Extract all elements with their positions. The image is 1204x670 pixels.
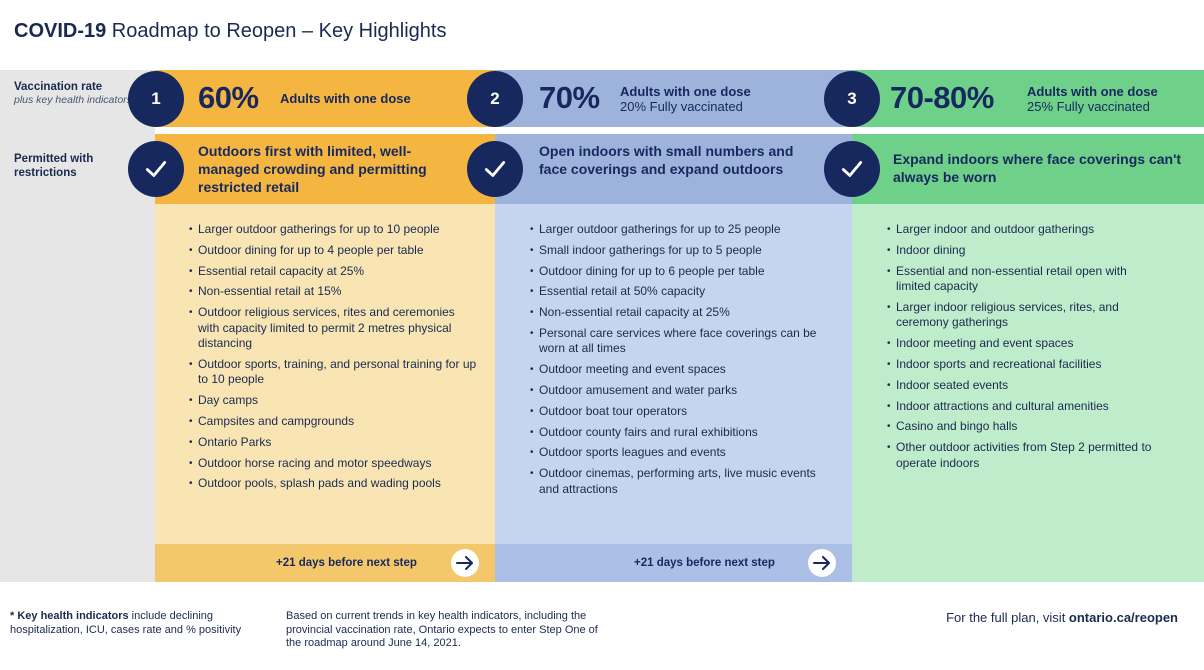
page-title: COVID-19 Roadmap to Reopen – Key Highlig… bbox=[14, 20, 446, 43]
step2-heading: Open indoors with small numbers and face… bbox=[539, 143, 794, 177]
step3-activity-list: Larger indoor and outdoor gatherings Ind… bbox=[887, 222, 1157, 476]
step2-dose: Adults with one dose 20% Fully vaccinate… bbox=[620, 84, 751, 114]
list-item: Outdoor county fairs and rural exhibitio… bbox=[530, 425, 820, 441]
list-item: Day camps bbox=[189, 393, 479, 409]
list-item: Outdoor dining for up to 6 people per ta… bbox=[530, 264, 820, 280]
step3-dose: Adults with one dose 25% Fully vaccinate… bbox=[1027, 84, 1158, 114]
step3-dose-line1: Adults with one dose bbox=[1027, 84, 1158, 99]
step3-heading-band bbox=[852, 134, 1204, 204]
step3-heading: Expand indoors where face coverings can'… bbox=[893, 151, 1182, 185]
step3-number-circle: 3 bbox=[824, 71, 880, 127]
vaccination-rate-label: Vaccination rate plus key health indicat… bbox=[14, 80, 144, 107]
footer-plan-prefix: For the full plan, visit bbox=[946, 610, 1069, 625]
list-item: Casino and bingo halls bbox=[887, 419, 1157, 435]
list-item: Outdoor sports leagues and events bbox=[530, 445, 820, 461]
list-item: Indoor seated events bbox=[887, 378, 1157, 394]
step2-percent: 70% bbox=[539, 80, 600, 115]
step1-heading-band bbox=[155, 134, 495, 204]
step2-dose-line2: 20% Fully vaccinated bbox=[620, 99, 743, 114]
step2-vaccination-band bbox=[495, 70, 852, 127]
list-item: Larger outdoor gatherings for up to 10 p… bbox=[189, 222, 479, 238]
step2-number-circle: 2 bbox=[467, 71, 523, 127]
step1-next-label: +21 days before next step bbox=[276, 557, 417, 569]
row-label-column bbox=[0, 70, 155, 582]
step2-heading-band bbox=[495, 134, 852, 204]
list-item: Non-essential retail capacity at 25% bbox=[530, 305, 820, 321]
permitted-label: Permitted with restrictions bbox=[14, 153, 94, 179]
step1-dose-line1: Adults with one dose bbox=[280, 91, 411, 106]
list-item: Personal care services where face coveri… bbox=[530, 326, 820, 357]
list-item: Outdoor religious services, rites and ce… bbox=[189, 305, 479, 352]
list-item: Campsites and campgrounds bbox=[189, 414, 479, 430]
step3-vaccination-band bbox=[852, 70, 1204, 127]
step1-check-icon bbox=[128, 141, 184, 197]
step1-activity-list: Larger outdoor gatherings for up to 10 p… bbox=[189, 222, 479, 497]
list-item: Essential and non-essential retail open … bbox=[887, 264, 1157, 295]
title-bold: COVID-19 bbox=[14, 20, 107, 42]
step1-arrow-right-icon[interactable] bbox=[451, 549, 479, 577]
step1-percent: 60% bbox=[198, 80, 259, 115]
list-item: Outdoor meeting and event spaces bbox=[530, 362, 820, 378]
list-item: Indoor dining bbox=[887, 243, 1157, 259]
list-item: Outdoor boat tour operators bbox=[530, 404, 820, 420]
ontario-reopen-link[interactable]: ontario.ca/reopen bbox=[1068, 610, 1178, 625]
list-item: Larger indoor religious services, rites,… bbox=[887, 300, 1157, 331]
vaccination-rate-subtitle: plus key health indicators* bbox=[14, 94, 136, 106]
step2-arrow-right-icon[interactable] bbox=[808, 549, 836, 577]
list-item: Outdoor pools, splash pads and wading po… bbox=[189, 476, 479, 492]
footer-note-rest: include declining hospitalization, ICU, … bbox=[10, 610, 242, 636]
title-rest: Roadmap to Reopen – Key Highlights bbox=[106, 20, 447, 42]
step1-next-step: +21 days before next step bbox=[155, 544, 495, 582]
list-item: Outdoor sports, training, and personal t… bbox=[189, 357, 479, 388]
list-item: Outdoor amusement and water parks bbox=[530, 383, 820, 399]
list-item: Larger indoor and outdoor gatherings bbox=[887, 222, 1157, 238]
step2-next-band bbox=[495, 544, 852, 582]
list-item: Larger outdoor gatherings for up to 25 p… bbox=[530, 222, 820, 238]
step1-number: 1 bbox=[151, 89, 161, 108]
footer-middle-note: Based on current trends in key health in… bbox=[286, 610, 598, 649]
step1-vaccination-band bbox=[155, 70, 495, 127]
list-item: Other outdoor activities from Step 2 per… bbox=[887, 440, 1157, 471]
footer-note-star: * bbox=[10, 610, 15, 622]
step2-check-icon bbox=[467, 141, 523, 197]
step3-percent: 70-80% bbox=[890, 80, 994, 115]
step2-dose-line1: Adults with one dose bbox=[620, 84, 751, 99]
list-item: Small indoor gatherings for up to 5 peop… bbox=[530, 243, 820, 259]
step1-number-circle: 1 bbox=[128, 71, 184, 127]
step1-dose: Adults with one dose bbox=[280, 91, 411, 106]
step3-check-icon bbox=[824, 141, 880, 197]
list-item: Outdoor horse racing and motor speedways bbox=[189, 456, 479, 472]
step2-number: 2 bbox=[490, 89, 500, 108]
step2-next-step: +21 days before next step bbox=[495, 544, 852, 582]
footer-plan-link: For the full plan, visit ontario.ca/reop… bbox=[946, 610, 1178, 625]
list-item: Non-essential retail at 15% bbox=[189, 284, 479, 300]
list-item: Indoor attractions and cultural amenitie… bbox=[887, 399, 1157, 415]
list-item: Indoor meeting and event spaces bbox=[887, 336, 1157, 352]
list-item: Outdoor dining for up to 4 people per ta… bbox=[189, 243, 479, 259]
vaccination-rate-title: Vaccination rate bbox=[14, 81, 103, 93]
list-item: Essential retail at 50% capacity bbox=[530, 284, 820, 300]
footer-note: * Key health indicators include declinin… bbox=[10, 610, 270, 637]
step3-dose-line2: 25% Fully vaccinated bbox=[1027, 99, 1150, 114]
step2-next-label: +21 days before next step bbox=[634, 557, 775, 569]
step1-heading: Outdoors first with limited, well-manage… bbox=[198, 143, 427, 195]
list-item: Essential retail capacity at 25% bbox=[189, 264, 479, 280]
list-item: Ontario Parks bbox=[189, 435, 479, 451]
footer-note-bold: Key health indicators bbox=[17, 610, 129, 622]
step3-number: 3 bbox=[847, 89, 857, 108]
step2-activity-list: Larger outdoor gatherings for up to 25 p… bbox=[530, 222, 820, 503]
step1-next-band bbox=[155, 544, 495, 582]
list-item: Outdoor cinemas, performing arts, live m… bbox=[530, 466, 820, 497]
list-item: Indoor sports and recreational facilitie… bbox=[887, 357, 1157, 373]
